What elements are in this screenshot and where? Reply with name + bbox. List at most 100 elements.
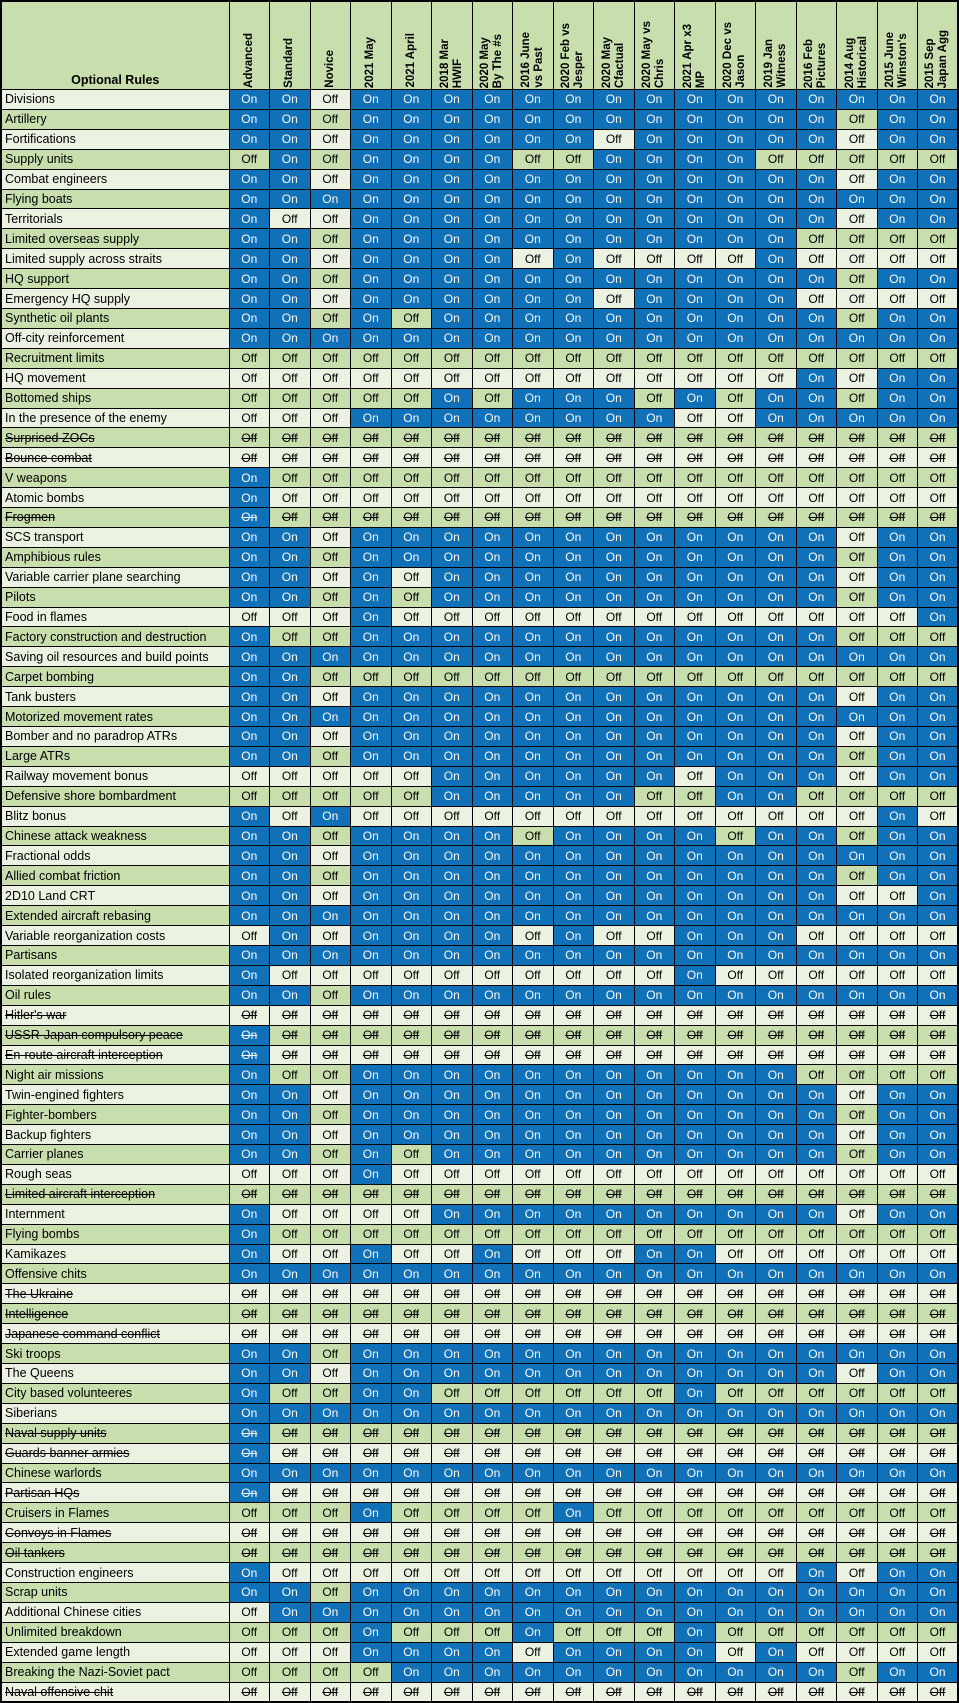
cell[interactable]: On <box>633 566 675 588</box>
cell[interactable]: On <box>269 845 311 867</box>
cell[interactable]: Off <box>471 1681 513 1703</box>
cell[interactable]: On <box>795 1363 837 1384</box>
rule-label-tank-busters[interactable]: Tank busters <box>0 686 230 708</box>
cell[interactable]: Off <box>836 1163 878 1185</box>
cell[interactable]: On <box>471 168 513 190</box>
cell[interactable]: On <box>836 845 878 867</box>
cell[interactable]: Off <box>390 1681 432 1703</box>
cell[interactable]: Off <box>795 1044 837 1066</box>
cell[interactable]: Off <box>876 1064 918 1086</box>
cell[interactable]: On <box>795 407 837 429</box>
cell[interactable]: On <box>552 128 594 150</box>
rule-label-large-atrs[interactable]: Large ATRs <box>0 745 230 767</box>
cell[interactable]: On <box>431 1462 473 1484</box>
cell[interactable]: Off <box>309 1283 351 1305</box>
cell[interactable]: Off <box>269 1442 311 1464</box>
cell[interactable]: Off <box>593 1004 635 1026</box>
cell[interactable]: On <box>714 726 756 747</box>
cell[interactable]: On <box>552 1263 594 1285</box>
cell[interactable]: Off <box>512 1183 554 1205</box>
cell[interactable]: Off <box>390 964 432 986</box>
cell[interactable]: On <box>755 387 797 409</box>
cell[interactable]: On <box>795 89 837 110</box>
cell[interactable]: Off <box>552 606 594 628</box>
cell[interactable]: On <box>471 1601 513 1623</box>
cell[interactable]: On <box>512 1402 554 1424</box>
cell[interactable]: On <box>795 1203 837 1225</box>
cell[interactable]: Off <box>390 666 432 688</box>
cell[interactable]: Off <box>917 1004 959 1026</box>
cell[interactable]: On <box>269 666 311 688</box>
rule-label-ussr-japan-compulsory-peace[interactable]: USSR-Japan compulsory peace <box>0 1024 230 1046</box>
cell[interactable]: Off <box>593 1522 635 1544</box>
cell[interactable]: Off <box>836 1641 878 1663</box>
cell[interactable]: Off <box>350 1223 392 1245</box>
cell[interactable]: Off <box>471 367 513 389</box>
cell[interactable]: On <box>633 1263 675 1285</box>
cell[interactable]: On <box>228 1402 270 1424</box>
cell[interactable]: Off <box>350 1542 392 1564</box>
cell[interactable]: On <box>471 1641 513 1663</box>
cell[interactable]: On <box>674 1462 716 1484</box>
cell[interactable]: On <box>876 805 918 827</box>
cell[interactable]: On <box>512 526 554 548</box>
cell[interactable]: On <box>431 228 473 250</box>
cell[interactable]: On <box>755 288 797 309</box>
cell[interactable]: On <box>633 686 675 708</box>
cell[interactable]: On <box>755 984 797 1006</box>
cell[interactable]: On <box>552 208 594 230</box>
cell[interactable]: Off <box>552 1243 594 1265</box>
cell[interactable]: Off <box>512 1522 554 1544</box>
cell[interactable]: Off <box>633 387 675 409</box>
cell[interactable]: Off <box>876 1223 918 1245</box>
cell[interactable]: Off <box>836 885 878 907</box>
rule-label-atomic-bombs[interactable]: Atomic bombs <box>0 487 230 509</box>
cell[interactable]: Off <box>795 427 837 449</box>
cell[interactable]: On <box>471 566 513 588</box>
cell[interactable]: Off <box>755 1442 797 1464</box>
cell[interactable]: On <box>917 865 959 887</box>
cell[interactable]: On <box>593 1462 635 1484</box>
cell[interactable]: On <box>552 745 594 767</box>
cell[interactable]: On <box>431 1581 473 1603</box>
cell[interactable]: On <box>431 885 473 907</box>
cell[interactable]: Off <box>309 1064 351 1086</box>
cell[interactable]: On <box>269 228 311 250</box>
cell[interactable]: Off <box>350 387 392 409</box>
cell[interactable]: On <box>674 944 716 966</box>
cell[interactable]: Off <box>836 208 878 230</box>
cell[interactable]: On <box>795 726 837 747</box>
cell[interactable]: On <box>593 586 635 608</box>
cell[interactable]: Off <box>876 447 918 469</box>
cell[interactable]: Off <box>309 228 351 250</box>
cell[interactable]: Off <box>552 1303 594 1325</box>
cell[interactable]: On <box>714 1343 756 1364</box>
cell[interactable]: On <box>350 546 392 568</box>
cell[interactable]: Off <box>836 526 878 548</box>
cell[interactable]: On <box>633 745 675 767</box>
cell[interactable]: On <box>552 407 594 429</box>
cell[interactable]: On <box>228 1203 270 1225</box>
cell[interactable]: On <box>431 1144 473 1165</box>
cell[interactable]: On <box>552 307 594 329</box>
cell[interactable]: Off <box>390 447 432 469</box>
rule-label-scs-transport[interactable]: SCS transport <box>0 526 230 548</box>
rule-label-partisan-hqs[interactable]: Partisan HQs <box>0 1482 230 1504</box>
cell[interactable]: Off <box>552 1183 594 1205</box>
cell[interactable]: Off <box>917 487 959 509</box>
rule-label-breaking-the-nazi-soviet-pact[interactable]: Breaking the Nazi-Soviet pact <box>0 1661 230 1683</box>
cell[interactable]: Off <box>795 1303 837 1325</box>
cell[interactable]: On <box>633 1064 675 1086</box>
cell[interactable]: On <box>512 128 554 150</box>
cell[interactable]: On <box>755 89 797 110</box>
cell[interactable]: Off <box>714 1382 756 1404</box>
cell[interactable]: On <box>228 984 270 1006</box>
cell[interactable]: On <box>552 288 594 309</box>
cell[interactable]: On <box>755 1144 797 1165</box>
cell[interactable]: On <box>714 307 756 329</box>
cell[interactable]: Off <box>633 805 675 827</box>
cell[interactable]: Off <box>269 606 311 628</box>
cell[interactable]: On <box>512 586 554 608</box>
cell[interactable]: Off <box>795 1681 837 1703</box>
cell[interactable]: Off <box>309 626 351 648</box>
